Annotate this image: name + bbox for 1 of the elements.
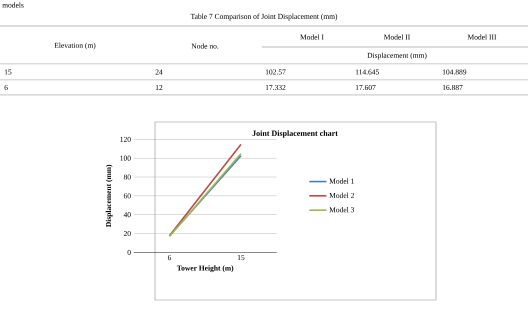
text: Joint Displacement chart xyxy=(252,130,338,138)
